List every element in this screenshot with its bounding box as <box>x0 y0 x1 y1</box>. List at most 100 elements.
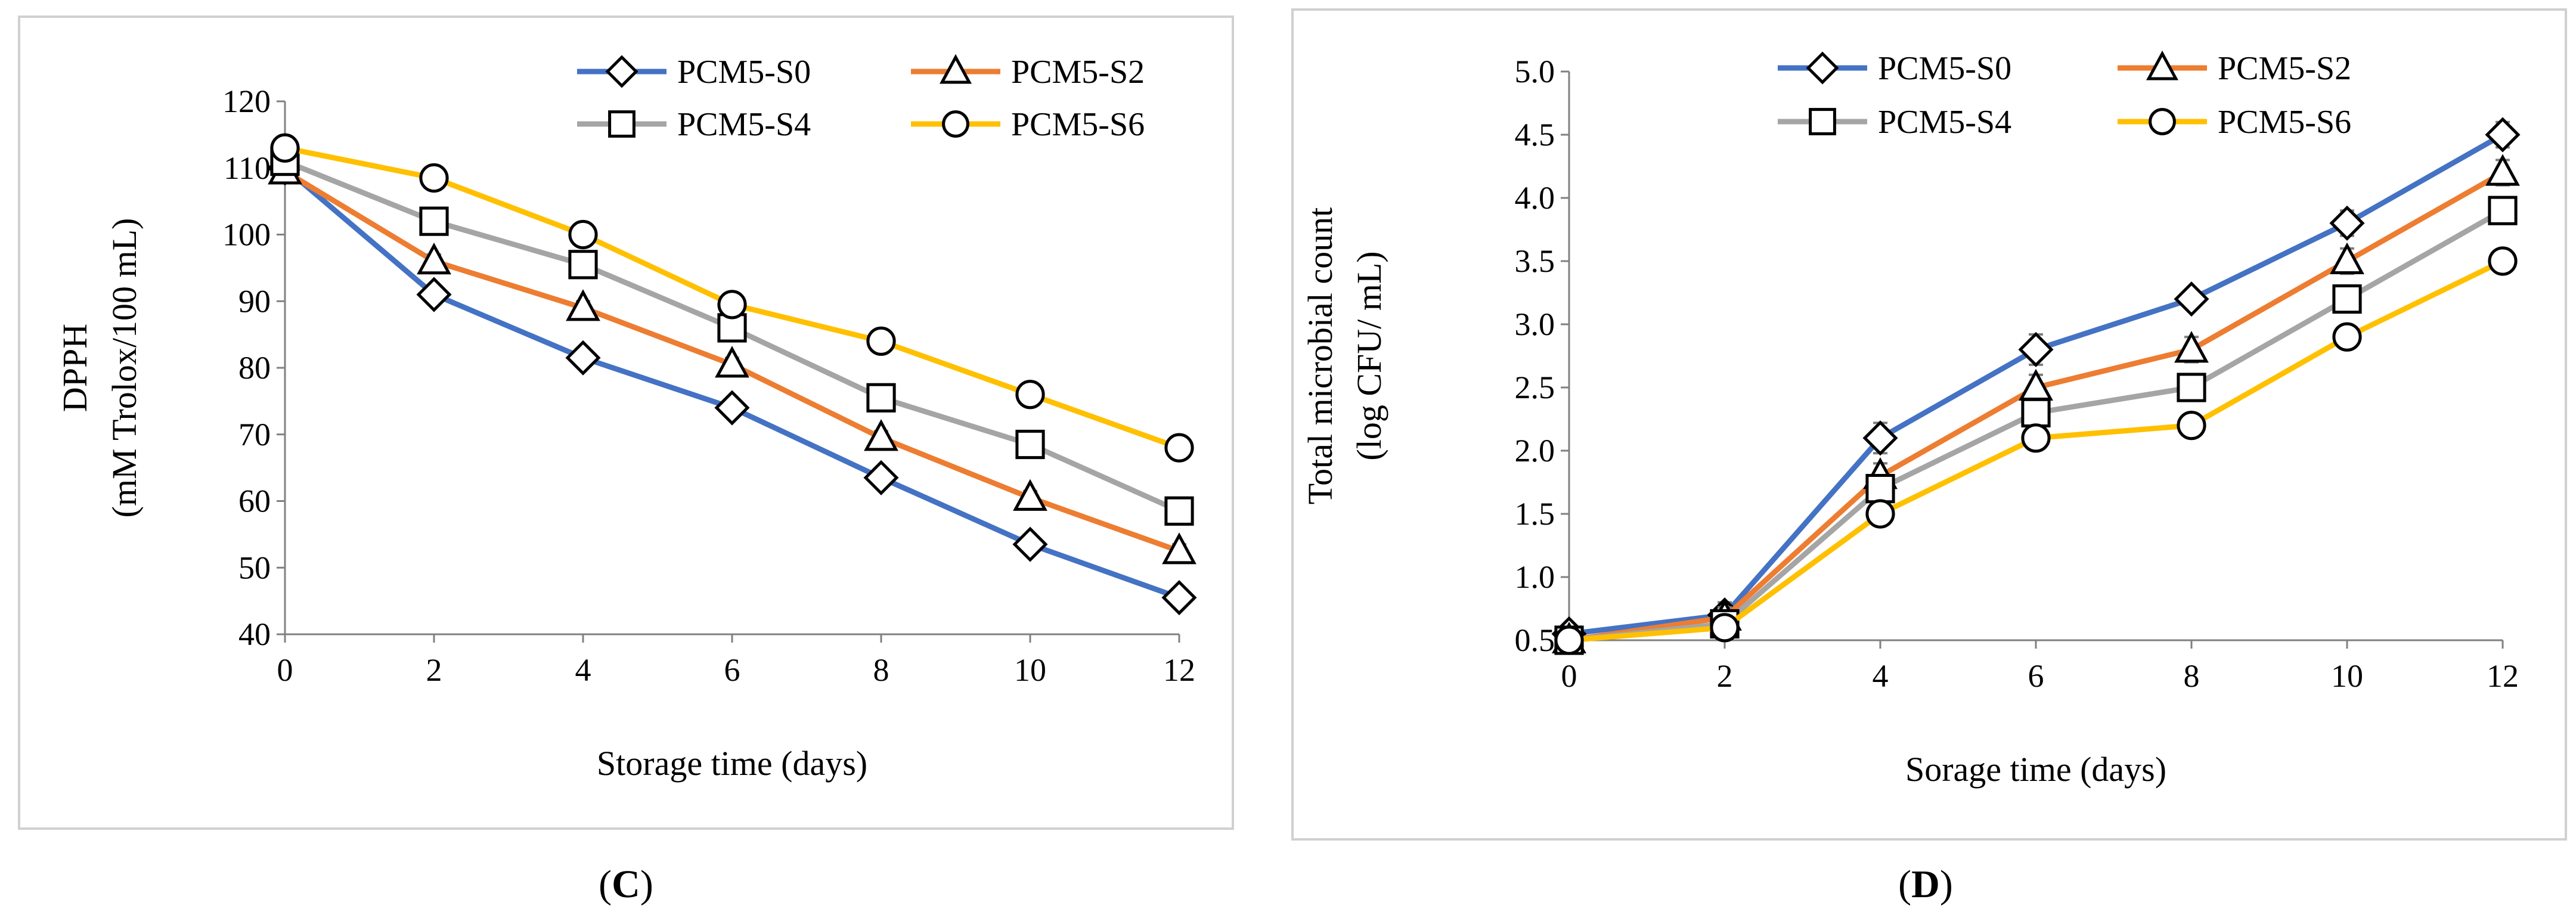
legend-marker-triangle <box>939 54 972 84</box>
data-point-circle <box>1015 380 1045 410</box>
data-point-triangle <box>417 242 451 275</box>
legend-marker-circle <box>2149 108 2176 135</box>
x-tick-label: 4 <box>575 652 591 688</box>
legend-label: PCM5-S6 <box>2218 104 2351 141</box>
legend-label: PCM5-S2 <box>1011 54 1145 91</box>
panel-label-letter: D <box>1911 863 1940 906</box>
legend-marker-triangle <box>2146 50 2179 80</box>
chart-panel-c: 40 50 60 70 80 90 100 110 120 0 2 4 6 8 10 12 Storage ti… <box>0 0 1252 924</box>
legend-marker-diamond <box>605 55 638 88</box>
x-tick-label: 6 <box>724 652 740 688</box>
data-point-triangle <box>2485 154 2520 186</box>
y-tick-label: 3.0 <box>1515 306 1555 342</box>
legend-label: PCM5-S6 <box>1011 106 1145 143</box>
legend-label: PCM5-S4 <box>677 106 811 143</box>
legend-label: PCM5-S2 <box>2218 50 2351 87</box>
data-point-circle <box>1164 433 1194 463</box>
legend-label: PCM5-S0 <box>1878 50 2011 87</box>
y-axis-title-line2: (mM Trolox/100 mL) <box>105 218 144 518</box>
data-point-square <box>1865 474 1895 504</box>
x-tick-label: 4 <box>1873 658 1889 694</box>
legend-marker-diamond <box>1806 51 1839 85</box>
panel-label: (D) <box>1898 863 1953 906</box>
x-tick-label: 8 <box>873 652 889 688</box>
data-point-circle <box>270 133 300 163</box>
data-point-triangle <box>864 419 898 451</box>
data-point-square <box>866 383 896 413</box>
data-point-diamond <box>1012 526 1048 562</box>
data-point-circle <box>1865 499 1895 529</box>
legend-marker-circle <box>942 110 969 138</box>
legend-entry: PCM5-S0 <box>577 54 811 91</box>
x-tick-label: 2 <box>426 652 442 688</box>
y-tick-label: 4.0 <box>1515 180 1555 216</box>
data-point-circle <box>1710 613 1740 643</box>
data-point-circle <box>717 290 747 320</box>
y-tick-label: 50 <box>238 550 271 585</box>
data-point-circle <box>2021 423 2051 453</box>
legend-label: PCM5-S0 <box>677 54 811 91</box>
legend-marker-square <box>1809 108 1836 135</box>
data-point-square <box>568 250 598 280</box>
panel-label-close: ) <box>1940 863 1953 906</box>
y-tick-label: 60 <box>238 483 271 519</box>
x-tick-label: 10 <box>2331 658 2363 694</box>
chart-frame <box>1291 8 2567 841</box>
y-axis-title-line2: (log CFU/ mL) <box>1350 251 1388 460</box>
data-point-diamond <box>416 277 452 312</box>
data-point-square <box>2021 398 2051 427</box>
data-point-triangle <box>715 346 749 378</box>
data-point-square <box>1164 496 1194 526</box>
panel-label: (C) <box>599 863 653 906</box>
data-point-circle <box>419 163 449 193</box>
data-point-circle <box>1554 625 1584 655</box>
y-tick-label: 5.0 <box>1515 54 1555 89</box>
x-tick-label: 12 <box>2487 658 2519 694</box>
x-tick-label: 6 <box>2028 658 2044 694</box>
series-pcm5-s6 <box>270 133 1194 463</box>
legend-entry: PCM5-S4 <box>577 106 811 143</box>
legend-entry: PCM5-S4 <box>1778 104 2011 141</box>
y-tick-label: 40 <box>238 616 271 652</box>
x-tick-label: 10 <box>1014 652 1046 688</box>
panel-label-open: ( <box>1898 863 1911 906</box>
data-point-circle <box>2332 322 2362 352</box>
data-point-circle <box>2488 246 2518 276</box>
chart-frame <box>18 15 1234 830</box>
legend-marker-square <box>608 110 636 138</box>
x-axis-title: Sorage time (days) <box>1905 750 2166 789</box>
data-point-square <box>2177 373 2206 402</box>
legend-entry: PCM5-S2 <box>2118 50 2351 87</box>
data-point-triangle <box>2330 242 2364 274</box>
y-tick-label: 0.5 <box>1515 622 1555 658</box>
data-point-triangle <box>1013 479 1047 511</box>
data-point-triangle <box>2174 331 2209 363</box>
y-tick-label: 1.0 <box>1515 559 1555 595</box>
legend-entry: PCM5-S6 <box>911 106 1145 143</box>
data-point-diamond <box>2018 331 2054 367</box>
legend-entry: PCM5-S2 <box>911 54 1145 91</box>
microbial-count-chart: 0.5 1.0 1.5 2.0 2.5 3.0 3.5 4.0 4.5 5.0 0 2 4 6 8 10 12 S… <box>1291 8 2567 906</box>
data-point-circle <box>2177 411 2206 441</box>
data-point-diamond <box>2329 205 2365 241</box>
y-tick-label: 80 <box>238 350 271 386</box>
data-point-diamond <box>1862 420 1898 456</box>
y-tick-label: 3.5 <box>1515 243 1555 279</box>
data-point-square <box>2488 196 2518 225</box>
data-point-diamond <box>714 390 750 426</box>
data-point-diamond <box>2174 281 2209 317</box>
data-point-square <box>419 206 449 236</box>
y-tick-label: 110 <box>224 150 271 186</box>
data-point-diamond <box>2485 117 2521 153</box>
y-axis-title-line1: DPPH <box>55 324 94 412</box>
y-axis-title-line1: Total microbial count <box>1301 207 1340 504</box>
x-axis-title: Storage time (days) <box>597 744 867 783</box>
data-point-diamond <box>863 460 899 495</box>
y-tick-label: 4.5 <box>1515 117 1555 153</box>
series-pcm5-s2 <box>268 153 1196 565</box>
y-tick-label: 120 <box>222 83 271 119</box>
data-point-square <box>1015 429 1045 460</box>
panel-label-close: ) <box>640 863 653 906</box>
y-tick-label: 90 <box>238 283 271 319</box>
data-point-circle <box>866 326 896 356</box>
